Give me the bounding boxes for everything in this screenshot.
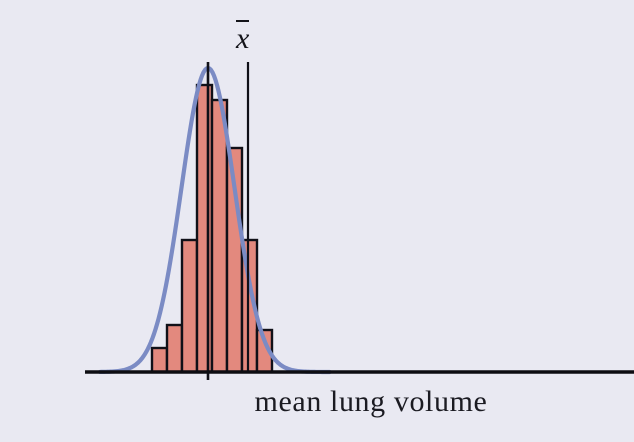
histogram-bar: [180, 238, 199, 374]
histogram-bars: [150, 83, 274, 374]
normal-density-curve: [97, 65, 332, 375]
histogram-bar: [150, 346, 169, 374]
histogram-bar: [195, 83, 214, 374]
histogram-bar: [165, 323, 184, 374]
histogram-bar: [210, 98, 229, 374]
